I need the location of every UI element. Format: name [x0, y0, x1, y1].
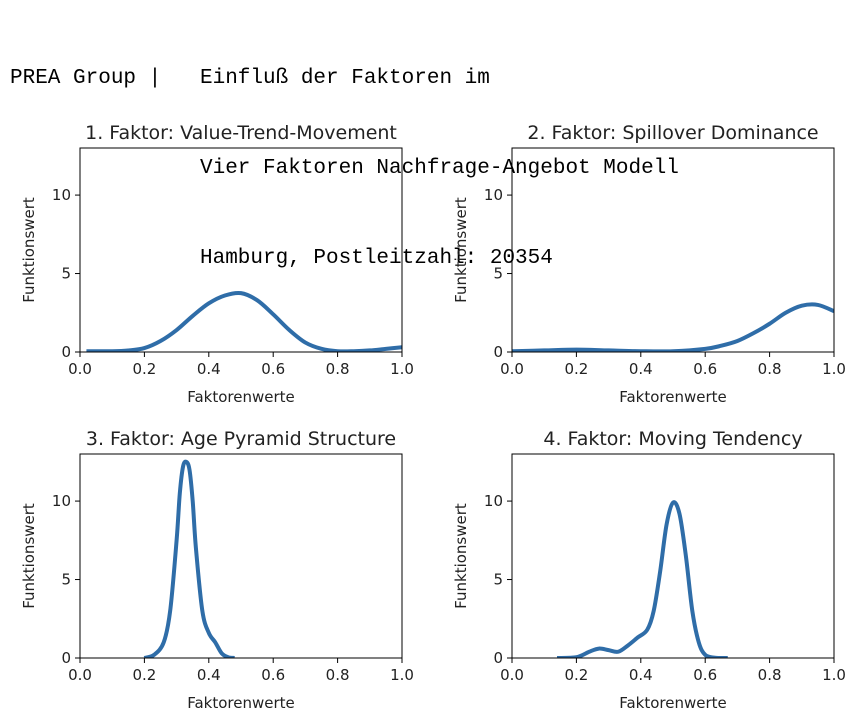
axes-frame: [511, 147, 835, 353]
x-tick-label: 0.8: [326, 360, 350, 378]
density-line: [143, 459, 235, 658]
title-line-2: Vier Faktoren Nachfrage-Angebot Modell: [200, 157, 679, 180]
y-tick-label: 10: [52, 492, 71, 510]
subplot-2: 2. Faktor: Spillover Dominance 0.0 0.2 0.4 0…: [452, 122, 846, 406]
x-axis-label: Faktorenwerte: [619, 388, 727, 406]
y-tick-label: 10: [484, 186, 503, 204]
y-tick-label: 0: [61, 649, 71, 667]
x-tick-label: 0.0: [68, 360, 92, 378]
x-tick-label: 0.4: [629, 666, 653, 684]
x-tick-label: 0.6: [693, 666, 717, 684]
y-tick-label: 10: [484, 492, 503, 510]
y-tick-label: 5: [493, 265, 503, 283]
x-tick-label: 0.2: [564, 666, 588, 684]
y-tick-label: 5: [61, 265, 71, 283]
y-tick-label: 5: [493, 571, 503, 589]
y-tick-label: 10: [52, 186, 71, 204]
figure-suptitle: PREA Group | Einfluß der Faktoren im Vie…: [10, 4, 679, 304]
x-tick-label: 1.0: [822, 666, 846, 684]
y-tick-label: 0: [493, 649, 503, 667]
y-tick-label: 0: [493, 343, 503, 361]
x-axis-label: Faktorenwerte: [619, 694, 727, 712]
axes-frame: [79, 147, 403, 353]
x-tick-label: 1.0: [390, 666, 414, 684]
y-axis-label: Funktionswert: [20, 503, 38, 609]
y-axis-label: Funktionswert: [452, 503, 470, 609]
density-line: [512, 302, 834, 352]
x-tick-label: 0.6: [261, 666, 285, 684]
x-tick-label: 0.0: [68, 666, 92, 684]
subplot-title: 3. Faktor: Age Pyramid Structure: [86, 428, 396, 450]
x-tick-label: 1.0: [390, 360, 414, 378]
x-tick-label: 0.4: [197, 360, 221, 378]
x-tick-label: 0.6: [261, 360, 285, 378]
x-tick-label: 0.6: [693, 360, 717, 378]
x-tick-label: 0.4: [629, 360, 653, 378]
brand-label: PREA Group |: [10, 67, 162, 90]
x-tick-label: 0.2: [132, 666, 156, 684]
x-axis-label: Faktorenwerte: [187, 694, 295, 712]
subplot-4: 4. Faktor: Moving Tendency 0.0 0.2 0.4 0.6 0.…: [452, 428, 846, 712]
y-axis-label: Funktionswert: [20, 197, 38, 303]
subplot-1: 1. Faktor: Value-Trend-Movement 0.0 0.2 0.4…: [20, 122, 414, 406]
x-tick-label: 0.4: [197, 666, 221, 684]
density-line: [556, 500, 728, 658]
x-tick-label: 0.0: [500, 666, 524, 684]
x-tick-label: 0.2: [132, 360, 156, 378]
x-axis-label: Faktorenwerte: [187, 388, 295, 406]
x-tick-label: 0.8: [326, 666, 350, 684]
subplot-title: 2. Faktor: Spillover Dominance: [527, 122, 818, 144]
subplot-title: 4. Faktor: Moving Tendency: [543, 428, 802, 450]
axes-frame: [511, 453, 835, 659]
subplot-3: 3. Faktor: Age Pyramid Structure 0.0 0.2 0.…: [20, 428, 414, 712]
title-line-1: Einfluß der Faktoren im: [200, 67, 490, 90]
subplot-title: 1. Faktor: Value-Trend-Movement: [85, 122, 397, 144]
x-tick-label: 0.0: [500, 360, 524, 378]
y-axis-label: Funktionswert: [452, 197, 470, 303]
x-tick-label: 1.0: [822, 360, 846, 378]
axes-frame: [79, 453, 403, 659]
title-line-3: Hamburg, Postleitzahl: 20354: [200, 247, 553, 270]
x-tick-label: 0.8: [758, 360, 782, 378]
x-tick-label: 0.2: [564, 360, 588, 378]
x-tick-label: 0.8: [758, 666, 782, 684]
y-tick-label: 0: [61, 343, 71, 361]
density-line: [86, 290, 402, 352]
y-tick-label: 5: [61, 571, 71, 589]
